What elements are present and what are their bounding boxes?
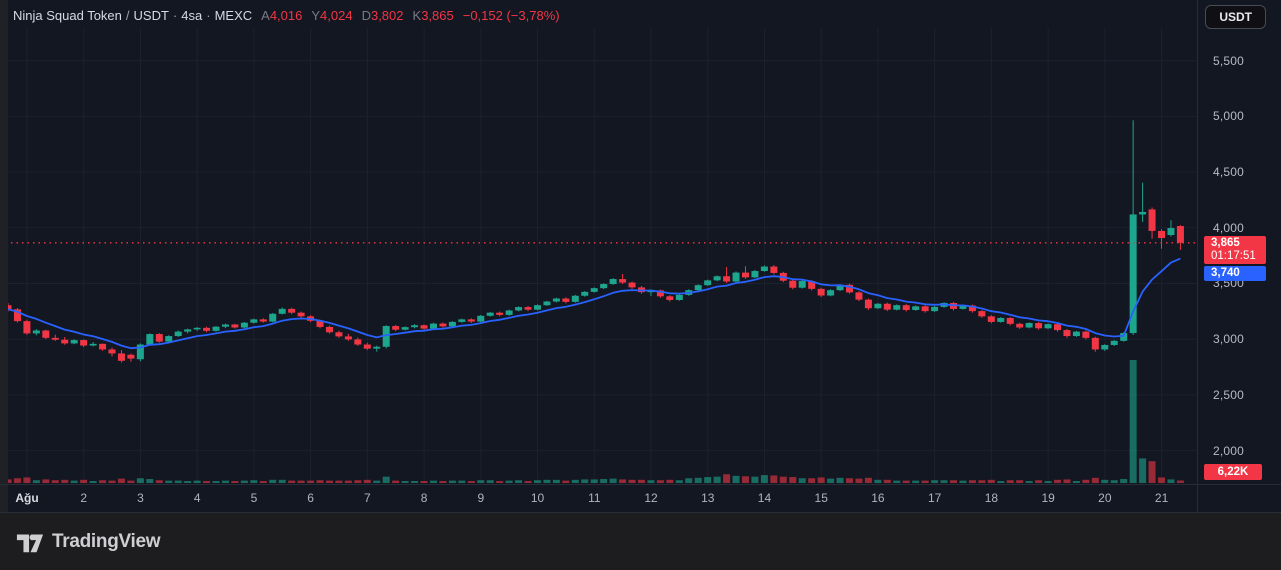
chart-pane[interactable] <box>0 0 1197 484</box>
tradingview-logo-icon <box>16 534 44 553</box>
symbol-title[interactable]: Ninja Squad Token <box>13 8 122 23</box>
time-tick-label: 4 <box>193 491 201 505</box>
exchange-name: MEXC <box>214 8 253 23</box>
high-label: Y <box>311 8 321 23</box>
time-tick-label: 15 <box>814 491 828 505</box>
price-tick-label: 3,000 <box>1213 332 1245 347</box>
time-axis[interactable]: Ağu 2 3 4 5 6 7 8 9 10 11 12 13 14 15 16 17 18 19 20 21 <box>0 484 1197 513</box>
symbol-separator: / <box>125 8 130 23</box>
symbol-quote: USDT <box>133 8 169 23</box>
symbol-legend: Ninja Squad Token / USDT · 4sa · MEXC A4,016 Y4,… <box>13 8 560 23</box>
low-label: D <box>361 8 371 23</box>
high-value: 4,024 <box>320 8 353 23</box>
interval-value[interactable]: 4sa <box>181 8 203 23</box>
time-tick-label: 19 <box>1041 491 1055 505</box>
ma-price-label: 3,740 <box>1204 266 1266 281</box>
time-tick-label: 17 <box>927 491 942 505</box>
volume-bars <box>4 360 1184 483</box>
bar-countdown: 01:17:51 <box>1211 250 1256 262</box>
time-tick-label: 9 <box>477 491 485 505</box>
time-tick-label: 13 <box>701 491 715 505</box>
ema-line <box>7 257 1181 350</box>
time-tick-label: 10 <box>530 491 545 505</box>
left-toolbar-strip <box>0 0 8 512</box>
candlestick-chart[interactable] <box>0 0 1197 484</box>
time-tick-label: 14 <box>757 491 772 505</box>
volume-label: 6,22K <box>1204 464 1262 480</box>
price-tick-label: 4,500 <box>1213 165 1245 180</box>
time-tick-label: 20 <box>1098 491 1112 505</box>
tradingview-logo-text: TradingView <box>52 531 161 552</box>
time-tick-label: 3 <box>137 491 144 505</box>
dot-separator-1: · <box>172 8 178 23</box>
time-tick-label: 12 <box>644 491 658 505</box>
change-value: −0,152 (−3,78%) <box>462 8 560 23</box>
price-tick-label: 5,500 <box>1213 53 1245 68</box>
currency-toggle-button[interactable]: USDT <box>1205 5 1266 29</box>
open-value: 4,016 <box>269 8 303 23</box>
time-tick-label: 7 <box>364 491 371 505</box>
axis-corner <box>1197 484 1281 513</box>
time-tick-label: 5 <box>250 491 258 505</box>
close-label: K <box>412 8 422 23</box>
time-tick-label: 18 <box>984 491 999 505</box>
time-tick-label: 8 <box>420 491 428 505</box>
last-price-label: 3,865 01:17:51 <box>1204 236 1266 264</box>
time-tick-month-label: Ağu <box>15 491 39 505</box>
time-tick-label: 21 <box>1154 491 1169 505</box>
time-tick-label: 2 <box>80 491 88 505</box>
time-tick-label: 16 <box>871 491 885 505</box>
price-tick-label: 2,000 <box>1213 443 1245 458</box>
ma-price-value: 3,740 <box>1211 267 1240 279</box>
price-tick-label: 2,500 <box>1213 387 1245 402</box>
dot-separator-2: · <box>206 8 211 23</box>
grid-lines <box>0 28 1197 484</box>
price-tick-label: 4,000 <box>1213 220 1245 235</box>
bottom-toolbar: TradingView <box>0 512 1281 570</box>
tradingview-logo[interactable]: TradingView <box>16 529 161 555</box>
open-label: A <box>261 8 270 23</box>
low-value: 3,802 <box>370 8 404 23</box>
time-tick-label: 11 <box>588 491 601 505</box>
price-axis[interactable]: 2,000 2,500 3,000 3,500 4,000 4,500 5,000 5,500… <box>1197 0 1281 484</box>
last-price-value: 3,865 <box>1211 237 1240 249</box>
close-value: 3,865 <box>421 8 454 23</box>
time-tick-label: 6 <box>307 491 314 505</box>
candles <box>4 120 1184 363</box>
chart-background <box>0 0 1197 484</box>
price-tick-label: 5,000 <box>1213 109 1245 124</box>
